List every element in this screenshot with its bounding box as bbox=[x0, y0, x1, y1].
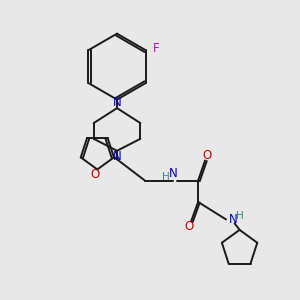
Text: N: N bbox=[113, 150, 122, 163]
Text: N: N bbox=[169, 167, 177, 180]
Text: N: N bbox=[113, 96, 122, 109]
Text: O: O bbox=[91, 168, 100, 182]
Text: F: F bbox=[153, 42, 160, 55]
Text: O: O bbox=[202, 149, 211, 162]
Text: H: H bbox=[162, 172, 170, 182]
Text: N: N bbox=[229, 213, 237, 226]
Text: H: H bbox=[236, 211, 244, 220]
Text: O: O bbox=[184, 220, 194, 233]
